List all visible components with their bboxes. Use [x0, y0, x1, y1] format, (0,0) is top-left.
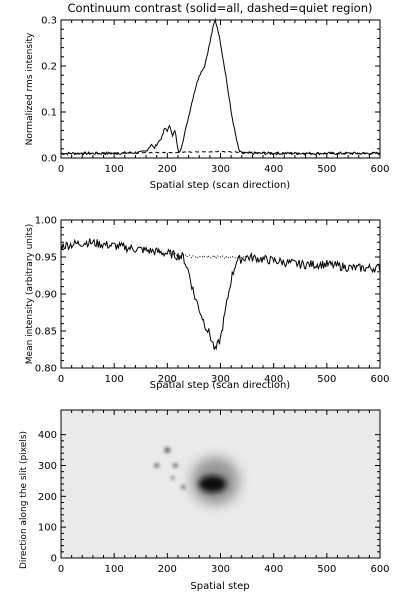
- y-tick-label: 0: [51, 554, 57, 565]
- map-features: [154, 446, 240, 505]
- y-tick-label: 0.85: [35, 327, 57, 338]
- series-line-dotted: [166, 252, 248, 259]
- x-tick-label: 600: [370, 164, 389, 175]
- series-group: [60, 17, 381, 156]
- x-tick-label: 0: [58, 564, 64, 575]
- series-line-solid: [60, 238, 381, 351]
- y-tick-labels: 0 100 200 300 400: [38, 430, 380, 565]
- y-axis-label: Normalized rms intensity: [25, 32, 35, 145]
- contrast-chart: Continuum contrast (solid=all, dashed=qu…: [25, 1, 390, 191]
- x-tick-label: 0: [58, 164, 64, 175]
- x-tick-labels: 0 100 200 300 400 500 600: [58, 410, 390, 575]
- pore-mark: [180, 484, 186, 490]
- pore-mark: [172, 462, 178, 469]
- pore-mark: [170, 475, 175, 480]
- x-tick-label: 100: [105, 564, 124, 575]
- y-tick-label: 0.90: [35, 290, 57, 301]
- plot-frame: [60, 219, 381, 369]
- y-tick-label: 0.3: [41, 16, 57, 27]
- x-tick-label: 500: [317, 374, 336, 385]
- umbra-mark: [198, 475, 227, 493]
- x-axis-label: Spatial step (scan direction): [150, 380, 290, 391]
- y-tick-label: 200: [38, 492, 57, 503]
- x-tick-label: 600: [370, 374, 389, 385]
- x-tick-label: 500: [317, 564, 336, 575]
- x-tick-label: 500: [317, 164, 336, 175]
- x-tick-label: 100: [105, 164, 124, 175]
- y-tick-label: 0.0: [41, 154, 57, 165]
- y-tick-label: 0.1: [41, 108, 57, 119]
- y-tick-label: 1.00: [35, 216, 57, 227]
- pore-mark: [154, 462, 160, 469]
- x-tick-labels: 0 100 200 300 400 500 600: [58, 220, 390, 385]
- y-tick-label: 400: [38, 430, 57, 441]
- pore-mark: [164, 446, 171, 454]
- series-group: [60, 238, 381, 351]
- x-tick-label: 300: [211, 374, 230, 385]
- x-tick-labels: 0 100 200 300 400 500 600: [58, 20, 390, 175]
- x-tick-label: 300: [211, 164, 230, 175]
- y-tick-label: 0.2: [41, 62, 57, 73]
- x-tick-label: 400: [264, 564, 283, 575]
- x-tick-label: 0: [58, 374, 64, 385]
- chart-title: Continuum contrast (solid=all, dashed=qu…: [68, 1, 373, 15]
- y-tick-label: 100: [38, 523, 57, 534]
- y-axis-label: Mean intensity (arbitrary units): [25, 224, 35, 364]
- x-axis-label: Spatial step (scan direction): [150, 180, 290, 191]
- x-tick-label: 200: [158, 164, 177, 175]
- mean-intensity-chart: Mean intensity (arbitrary units) Spatial…: [25, 216, 390, 392]
- y-tick-labels: 0.0 0.1 0.2 0.3: [41, 16, 380, 165]
- y-tick-label: 0.80: [35, 364, 57, 375]
- slit-map: Direction along the slit (pixels) Spatia…: [19, 409, 390, 592]
- y-tick-labels: 0.80 0.85 0.90 0.95 1.00: [35, 216, 380, 375]
- x-tick-label: 300: [211, 564, 230, 575]
- x-tick-label: 200: [158, 564, 177, 575]
- x-tick-label: 400: [264, 374, 283, 385]
- y-tick-label: 300: [38, 461, 57, 472]
- x-tick-label: 600: [370, 564, 389, 575]
- series-line-solid: [60, 17, 381, 156]
- x-tick-label: 200: [158, 374, 177, 385]
- x-tick-label: 400: [264, 164, 283, 175]
- y-tick-label: 0.95: [35, 253, 57, 264]
- x-tick-label: 100: [105, 374, 124, 385]
- x-axis-label: Spatial step: [190, 581, 249, 592]
- y-axis-label: Direction along the slit (pixels): [19, 431, 29, 569]
